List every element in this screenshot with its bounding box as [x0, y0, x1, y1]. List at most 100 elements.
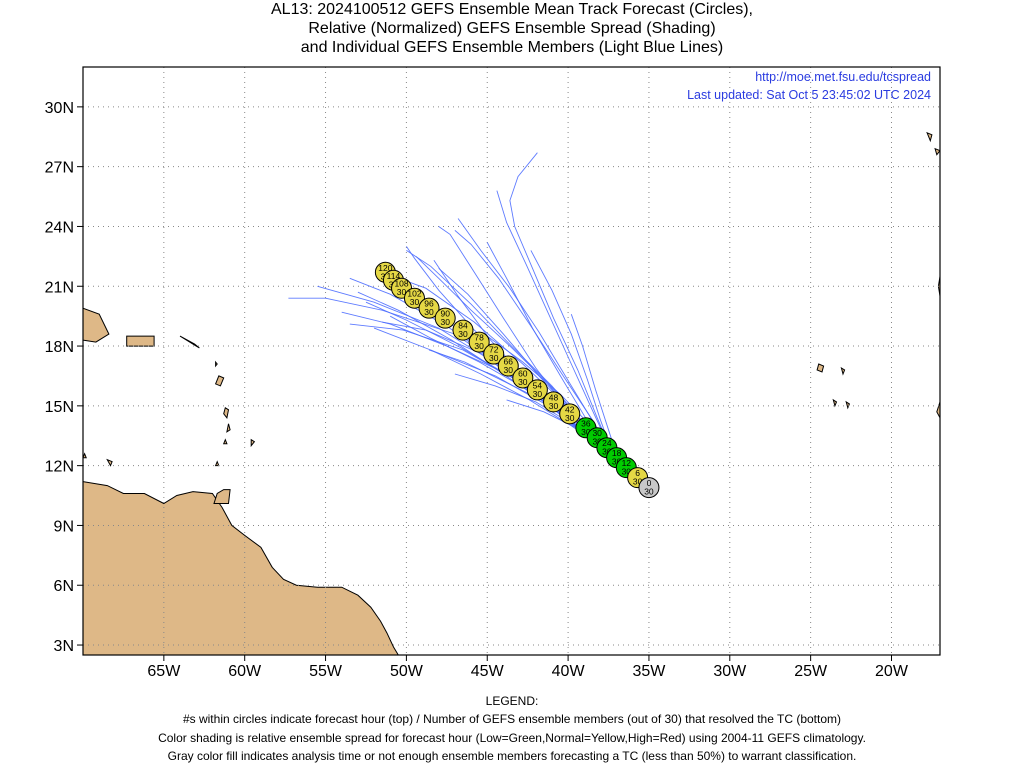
last-updated: Last updated: Sat Oct 5 23:45:02 UTC 202… — [687, 88, 931, 102]
lon-tick-label: 55W — [309, 663, 343, 680]
forecast-hour-label: 72 — [489, 345, 499, 355]
lat-tick-label: 21N — [45, 279, 74, 296]
member-count-label: 30 — [474, 341, 484, 351]
forecast-hour-label: 78 — [474, 333, 484, 343]
legend-heading: LEGEND: — [485, 694, 539, 708]
mean-track-circle — [483, 343, 505, 365]
land-island — [840, 366, 846, 376]
land-island — [179, 335, 200, 349]
lon-tick-label: 20W — [875, 663, 909, 680]
ensemble-member-track — [530, 250, 614, 456]
lat-tick-label: 27N — [45, 160, 74, 177]
lon-tick-label: 30W — [713, 663, 747, 680]
lon-tick-label: 60W — [228, 663, 262, 680]
forecast-hour-label: 42 — [565, 404, 575, 414]
member-count-label: 30 — [549, 401, 559, 411]
lat-tick-label: 3N — [54, 638, 74, 655]
member-count-label: 30 — [622, 467, 632, 477]
mean-track-circle — [638, 477, 660, 499]
mean-track-circle — [497, 355, 519, 377]
forecast-hour-label: 54 — [533, 380, 543, 390]
land-south-america — [83, 481, 399, 655]
land-island — [222, 438, 228, 445]
forecast-hour-label: 102 — [407, 289, 421, 299]
land-island — [126, 335, 155, 347]
land-island — [83, 307, 110, 343]
member-count-label: 30 — [592, 437, 602, 447]
forecast-hour-label: 90 — [440, 309, 450, 319]
forecast-hour-label: 36 — [581, 418, 591, 428]
forecast-hour-label: 66 — [504, 356, 514, 366]
forecast-hour-label: 108 — [394, 279, 408, 289]
plot-area: 1203011430108301023096309030843078307230… — [83, 67, 940, 655]
lat-tick-label: 12N — [45, 459, 74, 476]
member-count-label: 30 — [489, 353, 499, 363]
plot-frame — [82, 66, 941, 656]
member-count-label: 30 — [397, 287, 407, 297]
member-count-label: 30 — [504, 365, 514, 375]
forecast-hour-label: 60 — [518, 368, 528, 378]
land-island — [223, 407, 230, 419]
land-island — [845, 400, 851, 410]
member-count-label: 30 — [533, 389, 543, 399]
lat-tick-label: 15N — [45, 399, 74, 416]
lat-tick-label: 18N — [45, 339, 74, 356]
lon-tick-label: 50W — [390, 663, 424, 680]
mean-track-circle — [418, 297, 440, 319]
land-island — [213, 489, 231, 504]
legend-line-3: Gray color fill indicates analysis time … — [167, 748, 857, 763]
forecast-hour-label: 0 — [647, 478, 652, 488]
land-island — [816, 363, 825, 373]
mean-track-circle — [434, 307, 456, 329]
mean-track-circle — [526, 379, 548, 401]
legend-line-2: Color shading is relative ensemble sprea… — [158, 730, 866, 745]
land-island — [250, 438, 256, 448]
ensemble-member-track — [496, 190, 614, 456]
ensemble-member-track — [317, 285, 593, 441]
lat-tick-label: 30N — [45, 100, 74, 117]
member-count-label: 30 — [612, 457, 622, 467]
land-island — [83, 452, 87, 459]
member-count-label: 30 — [581, 427, 591, 437]
source-url: http://moe.met.fsu.edu/tcspread — [755, 70, 931, 84]
chart-title: AL13: 2024100512 GEFS Ensemble Mean Trac… — [0, 0, 1024, 57]
title-line-2: Relative (Normalized) GEFS Ensemble Spre… — [308, 20, 716, 37]
lat-tick-label: 6N — [54, 578, 74, 595]
forecast-hour-label: 6 — [635, 468, 640, 478]
land-island — [106, 458, 113, 467]
legend-line-1: #s within circles indicate forecast hour… — [182, 712, 842, 727]
land-island — [926, 131, 933, 143]
forecast-hour-label: 114 — [387, 271, 401, 281]
member-count-label: 30 — [565, 413, 575, 423]
lon-tick-label: 40W — [552, 663, 586, 680]
title-line-1: AL13: 2024100512 GEFS Ensemble Mean Trac… — [271, 1, 753, 18]
member-count-label: 30 — [440, 317, 450, 327]
forecast-hour-label: 84 — [458, 321, 468, 331]
land-island — [214, 375, 225, 387]
member-count-label: 30 — [644, 487, 654, 497]
legend: LEGEND: #s within circles indicate forec… — [0, 692, 1024, 765]
mean-track-circle — [559, 403, 581, 425]
lon-tick-label: 35W — [632, 663, 666, 680]
lon-tick-label: 45W — [471, 663, 505, 680]
land-island — [832, 398, 838, 408]
forecast-hour-label: 18 — [612, 448, 622, 458]
forecast-hour-label: 30 — [592, 428, 602, 438]
forecast-hour-label: 48 — [549, 392, 559, 402]
land-island — [936, 401, 940, 419]
title-line-3: and Individual GEFS Ensemble Members (Li… — [300, 39, 724, 56]
mean-track-circle — [403, 287, 425, 309]
land-island — [215, 360, 218, 368]
land-island — [934, 147, 940, 156]
